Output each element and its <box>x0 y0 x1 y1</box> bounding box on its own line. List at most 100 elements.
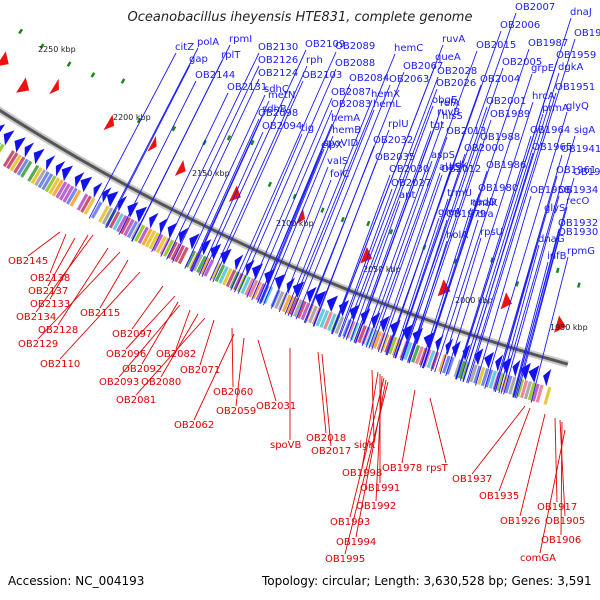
rna-feature-tick <box>453 258 458 264</box>
cog-color-block <box>9 154 22 172</box>
reverse-gene-label: OB2138 <box>30 273 70 284</box>
forward-label-leader <box>234 133 303 293</box>
cog-color-block <box>6 152 19 170</box>
forward-gene-label: OB1959 <box>556 50 596 61</box>
reverse-gene-label: OB2017 <box>311 446 351 457</box>
reverse-label-leader <box>559 419 566 517</box>
forward-gene-arrow <box>0 124 5 133</box>
forward-label-leader <box>198 131 264 276</box>
rna-feature-tick <box>292 193 297 200</box>
reverse-label-leader <box>401 389 416 464</box>
cog-color-block <box>445 356 455 375</box>
forward-gene-label: spoVID <box>323 138 358 149</box>
forward-label-leader <box>350 200 401 342</box>
forward-gene-label: holA <box>446 230 468 241</box>
rna-feature-tick <box>515 281 520 287</box>
forward-label-leader <box>368 50 478 349</box>
reverse-gene-arrow <box>500 292 512 310</box>
forward-label-leader <box>304 145 375 324</box>
cog-color-block <box>225 269 237 288</box>
cog-color-block <box>266 287 277 306</box>
reverse-gene-label: OB2128 <box>38 325 78 336</box>
forward-gene-arrow <box>93 182 103 199</box>
cog-color-block <box>240 276 251 295</box>
forward-gene-label: glyS <box>544 203 565 214</box>
cog-color-block <box>76 193 89 211</box>
forward-label-leader <box>257 123 333 303</box>
cog-color-block <box>296 300 307 319</box>
cog-color-block <box>434 352 444 371</box>
forward-gene-arrow <box>102 187 112 204</box>
rna-feature-tick <box>136 117 142 124</box>
forward-gene-arrow <box>106 191 119 207</box>
cog-color-block <box>98 205 110 223</box>
forward-gene-label: OB1964 <box>530 125 570 136</box>
forward-gene-label: OB2030 <box>389 164 429 175</box>
forward-label-leader <box>230 51 337 291</box>
forward-label-leader <box>260 148 325 304</box>
forward-gene-label: OB2063 <box>389 74 429 85</box>
forward-label-leader <box>118 80 197 235</box>
forward-gene-label: OB2094 <box>262 121 302 132</box>
cog-color-block <box>255 283 266 301</box>
cog-color-block <box>214 264 226 282</box>
forward-gene-label: OB1988 <box>480 132 520 143</box>
cog-color-block <box>155 235 167 254</box>
reverse-gene-label: OB2110 <box>40 359 80 370</box>
forward-label-leader <box>160 52 260 257</box>
cog-color-block <box>69 189 82 207</box>
forward-label-leader <box>353 130 432 343</box>
forward-label-leader <box>246 97 333 298</box>
forward-label-leader <box>462 152 534 382</box>
reverse-label-leader <box>175 309 191 350</box>
cog-color-block <box>293 299 303 318</box>
forward-label-leader <box>493 154 563 392</box>
forward-label-leader <box>345 105 434 340</box>
forward-label-leader <box>385 30 502 355</box>
forward-gene-label: valS <box>327 156 348 167</box>
forward-label-leader <box>290 109 375 318</box>
forward-label-leader <box>313 162 377 327</box>
forward-gene-label: trmU <box>447 188 472 199</box>
forward-gene-arrow <box>46 155 56 171</box>
cog-color-block <box>27 164 40 182</box>
reverse-gene-label: OB1937 <box>452 474 492 485</box>
cog-color-block <box>192 253 204 272</box>
cog-color-block <box>148 232 160 250</box>
forward-gene-arrow <box>149 212 159 229</box>
rna-feature-tick <box>267 181 273 188</box>
reverse-gene-label: OB1991 <box>360 483 400 494</box>
forward-gene-label: OB2007 <box>515 2 555 13</box>
cog-color-block <box>504 375 513 394</box>
forward-gene-label: tgt <box>430 120 444 131</box>
forward-label-leader <box>512 261 549 398</box>
forward-gene-label: recO <box>566 196 590 207</box>
forward-label-leader <box>295 84 391 320</box>
forward-gene-label: OB2000 <box>464 143 504 154</box>
forward-gene-label: OB2126 <box>258 55 298 66</box>
forward-gene-label: hemC <box>394 43 423 54</box>
forward-gene-arrow <box>24 142 35 158</box>
reverse-gene-label: OB1935 <box>479 491 519 502</box>
forward-gene-arrow <box>326 295 338 313</box>
cog-color-block <box>94 203 106 221</box>
cog-color-block <box>137 226 149 244</box>
forward-label-leader <box>287 53 396 316</box>
reverse-gene-arrow <box>228 185 241 202</box>
forward-gene-label: rplT <box>221 50 241 61</box>
reverse-gene-label: OB2031 <box>256 401 296 412</box>
reverse-label-leader <box>539 429 566 554</box>
forward-label-leader <box>513 228 560 398</box>
cog-color-block <box>476 366 486 385</box>
reverse-label-leader <box>59 271 141 360</box>
forward-gene-label: OB1934 <box>558 185 598 196</box>
cog-color-block <box>523 381 533 400</box>
reverse-gene-label: OB1926 <box>500 516 540 527</box>
forward-gene-label: udk <box>449 160 468 171</box>
reverse-gene-arrow <box>147 136 157 152</box>
forward-gene-label: obgE <box>432 95 457 106</box>
rna-feature-tick <box>90 72 96 78</box>
forward-label-leader <box>430 219 479 372</box>
cog-color-block <box>469 364 478 383</box>
reverse-label-leader <box>27 231 61 257</box>
